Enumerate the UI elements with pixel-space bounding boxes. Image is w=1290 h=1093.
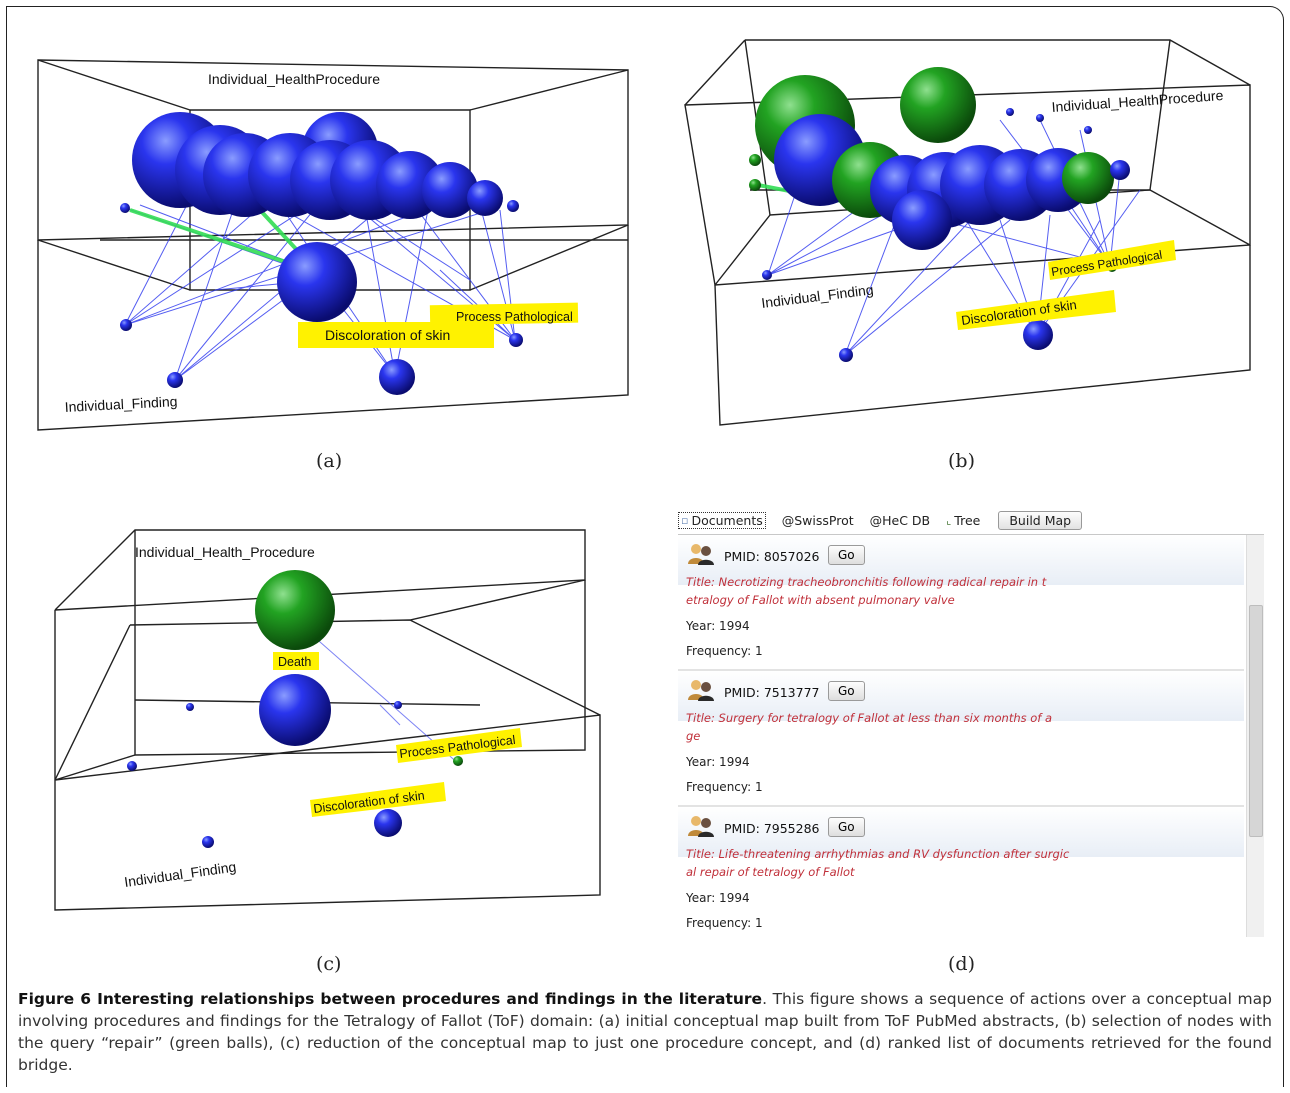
caption-title: Figure 6 Interesting relationships betwe…: [18, 990, 763, 1008]
panel-c-label-top: Individual_Health_Procedure: [135, 544, 315, 560]
panel-b: Individual_HealthProcedure Individual_Fi…: [680, 30, 1270, 430]
toolbar: ▫ Documents @SwissProt @HeC DB ⌞ Tree Buil…: [678, 508, 1264, 532]
document-year: Year: 1994: [686, 619, 750, 633]
document-title: Title: Necrotizing tracheobronchitis fol…: [686, 575, 1047, 589]
figure-caption: Figure 6 Interesting relationships betwe…: [18, 988, 1272, 1076]
document-year: Year: 1994: [686, 891, 750, 905]
document-title: Title: Surgery for tetralogy of Fallot a…: [686, 711, 1053, 725]
scrollbar-thumb[interactable]: [1249, 605, 1263, 837]
list-item: PMID: 7955286 Go Title: Life-threatening…: [678, 807, 1244, 937]
document-year: Year: 1994: [686, 755, 750, 769]
panel-b-label-bottom: Individual_Finding: [760, 281, 874, 311]
pmid-label: PMID: 7513777: [724, 685, 820, 700]
document-title-cont: al repair of tetralogy of Fallot: [686, 865, 855, 879]
build-map-button[interactable]: Build Map: [998, 510, 1083, 530]
caption-text: . This figure shows a sequence of action…: [18, 990, 1272, 1074]
user-pair-icon: [688, 816, 714, 837]
vertical-scrollbar[interactable]: [1246, 535, 1264, 937]
panel-a-sublabel: (a): [316, 450, 343, 472]
panel-b-tag-discoloration: Discoloration of skin: [960, 297, 1077, 328]
pmid-label: PMID: 8057026: [724, 549, 820, 564]
go-button[interactable]: Go: [828, 545, 865, 565]
panel-c-tag-death: Death: [278, 655, 311, 669]
user-pair-icon: [688, 680, 714, 701]
list-item: PMID: 7513777 Go Title: Surgery for tetr…: [678, 671, 1244, 807]
document-frequency: Frequency: 1: [686, 916, 763, 930]
tree-icon: ⌞: [946, 513, 952, 527]
user-pair-icon: [688, 544, 714, 565]
pmid-label: PMID: 7955286: [724, 821, 820, 836]
panel-a-tag-discoloration: Discoloration of skin: [325, 327, 450, 343]
figure-frame: [6, 6, 1284, 1087]
panel-b-sublabel: (b): [948, 450, 975, 472]
panel-a: Individual_HealthProcedure Individual_Fi…: [30, 40, 640, 435]
document-icon: ▫: [681, 513, 689, 527]
list-item: PMID: 8057026 Go Title: Necrotizing trac…: [678, 535, 1244, 671]
hecdb-tab[interactable]: @HeC DB: [869, 512, 931, 528]
panel-c-sublabel: (c): [316, 953, 342, 975]
swissprot-tab[interactable]: @SwissProt: [781, 512, 854, 528]
go-button[interactable]: Go: [828, 817, 865, 837]
go-button[interactable]: Go: [828, 681, 865, 701]
panel-a-label-bottom: Individual_Finding: [64, 393, 178, 415]
document-title-cont: ge: [686, 729, 701, 743]
panel-a-label-top: Individual_HealthProcedure: [208, 71, 380, 87]
document-list: PMID: 8057026 Go Title: Necrotizing trac…: [678, 534, 1264, 937]
document-frequency: Frequency: 1: [686, 780, 763, 794]
panel-d-sublabel: (d): [948, 953, 975, 975]
panel-a-tag-process: Process Pathological: [456, 310, 573, 324]
panel-c-label-bottom: Individual_Finding: [123, 858, 237, 890]
document-title-cont: etralogy of Fallot with absent pulmonary…: [686, 593, 955, 607]
document-list-panel: ▫ Documents @SwissProt @HeC DB ⌞ Tree Buil…: [678, 508, 1264, 937]
document-frequency: Frequency: 1: [686, 644, 763, 658]
panel-c: Individual_Health_Procedure Individual_F…: [40, 525, 610, 915]
documents-tab[interactable]: ▫ Documents: [678, 511, 766, 529]
panel-c-map: Individual_Health_Procedure Individual_F…: [54, 529, 601, 911]
panel-b-map: Individual_HealthProcedure Individual_Fi…: [684, 39, 1251, 426]
document-title: Title: Life-threatening arrhythmias and …: [686, 847, 1070, 861]
panel-a-map: Individual_HealthProcedure Individual_Fi…: [37, 59, 629, 431]
tree-tab[interactable]: ⌞ Tree: [946, 512, 981, 528]
